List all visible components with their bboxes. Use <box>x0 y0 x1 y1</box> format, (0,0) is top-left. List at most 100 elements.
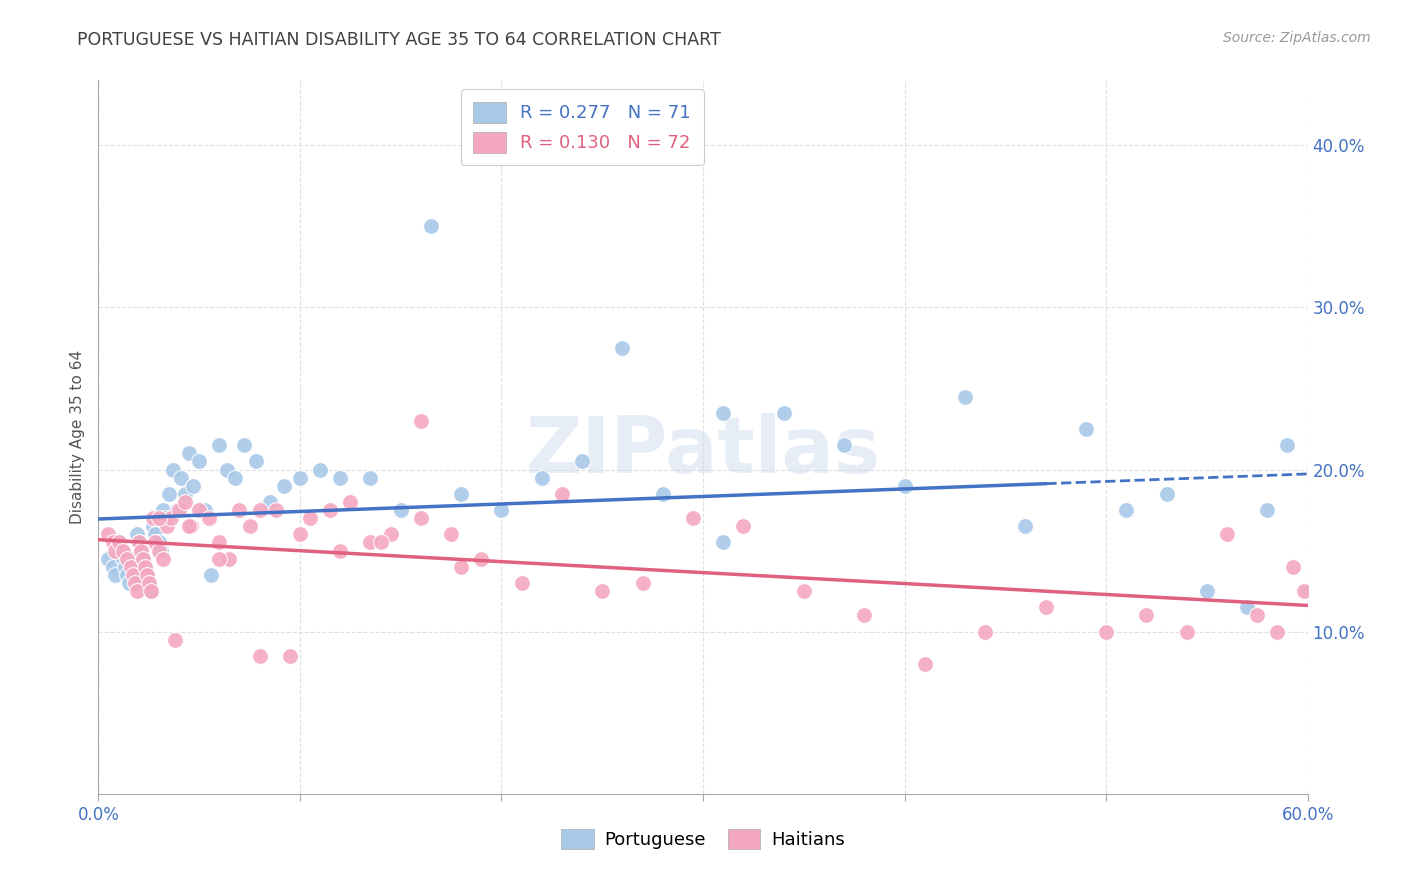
Point <box>651 487 673 501</box>
Point <box>110 543 132 558</box>
Point <box>194 503 217 517</box>
Point <box>1035 600 1057 615</box>
Point <box>148 535 170 549</box>
Point <box>160 511 183 525</box>
Point <box>228 503 250 517</box>
Point <box>1277 438 1299 452</box>
Point <box>188 503 211 517</box>
Point <box>631 576 654 591</box>
Point <box>138 576 160 591</box>
Point <box>152 551 174 566</box>
Text: PORTUGUESE VS HAITIAN DISABILITY AGE 35 TO 64 CORRELATION CHART: PORTUGUESE VS HAITIAN DISABILITY AGE 35 … <box>77 31 721 49</box>
Point <box>120 551 142 566</box>
Point <box>1267 624 1289 639</box>
Point <box>174 487 197 501</box>
Point <box>152 503 174 517</box>
Point <box>149 543 172 558</box>
Point <box>121 568 143 582</box>
Point <box>249 503 271 517</box>
Point <box>1175 624 1198 639</box>
Point <box>682 511 704 525</box>
Point <box>440 527 463 541</box>
Point <box>232 438 254 452</box>
Point <box>181 479 204 493</box>
Point <box>1292 584 1315 599</box>
Point <box>124 576 146 591</box>
Point <box>128 535 150 549</box>
Point <box>128 535 150 549</box>
Point <box>329 470 352 484</box>
Point <box>733 519 755 533</box>
Point <box>208 551 231 566</box>
Point <box>129 543 152 558</box>
Point <box>264 503 287 517</box>
Point <box>157 487 180 501</box>
Point <box>139 584 162 599</box>
Point <box>711 535 734 549</box>
Point <box>118 576 141 591</box>
Point <box>162 462 184 476</box>
Point <box>239 519 262 533</box>
Point <box>953 390 976 404</box>
Point <box>198 511 221 525</box>
Point <box>125 584 148 599</box>
Point <box>551 487 574 501</box>
Point <box>1246 608 1268 623</box>
Point <box>135 568 157 582</box>
Point <box>107 535 129 549</box>
Point <box>156 519 179 533</box>
Point <box>208 535 231 549</box>
Point <box>139 584 162 599</box>
Point <box>1135 608 1157 623</box>
Point <box>389 503 412 517</box>
Point <box>409 414 432 428</box>
Point <box>97 551 120 566</box>
Point <box>450 487 472 501</box>
Point <box>1095 624 1118 639</box>
Point <box>114 559 136 574</box>
Point <box>299 511 322 525</box>
Point <box>188 454 211 468</box>
Point <box>101 559 124 574</box>
Text: ZIPatlas: ZIPatlas <box>526 413 880 490</box>
Point <box>125 527 148 541</box>
Point <box>200 568 222 582</box>
Point <box>510 576 533 591</box>
Point <box>97 527 120 541</box>
Point <box>420 219 443 234</box>
Point <box>245 454 267 468</box>
Legend: Portuguese, Haitians: Portuguese, Haitians <box>554 822 852 856</box>
Point <box>591 584 613 599</box>
Point <box>143 527 166 541</box>
Point <box>360 470 382 484</box>
Point <box>134 559 156 574</box>
Point <box>124 568 146 582</box>
Text: Source: ZipAtlas.com: Source: ZipAtlas.com <box>1223 31 1371 45</box>
Point <box>138 576 160 591</box>
Point <box>491 503 513 517</box>
Point <box>1216 527 1239 541</box>
Point <box>107 535 129 549</box>
Point <box>115 568 138 582</box>
Point <box>1296 584 1319 599</box>
Point <box>167 503 190 517</box>
Point <box>129 543 152 558</box>
Point <box>163 632 186 647</box>
Point <box>180 519 202 533</box>
Point <box>179 446 201 460</box>
Point <box>1074 422 1097 436</box>
Point <box>612 341 634 355</box>
Point <box>288 470 311 484</box>
Point <box>380 527 402 541</box>
Point <box>1195 584 1218 599</box>
Point <box>170 470 193 484</box>
Point <box>120 559 142 574</box>
Point <box>143 535 166 549</box>
Point <box>853 608 876 623</box>
Point <box>450 559 472 574</box>
Point <box>218 551 240 566</box>
Point <box>793 584 815 599</box>
Point <box>711 406 734 420</box>
Point <box>142 511 165 525</box>
Point <box>135 568 157 582</box>
